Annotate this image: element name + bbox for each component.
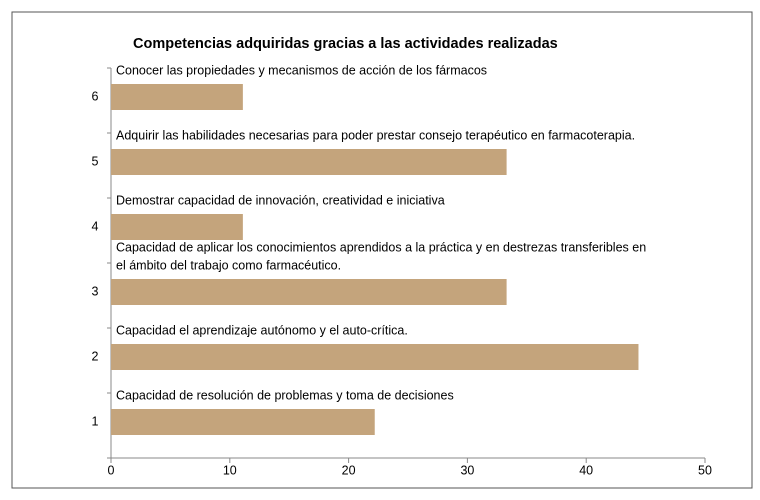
- y-tick-label: 3: [92, 284, 99, 298]
- bar: [111, 279, 507, 305]
- x-tick-label: 40: [579, 463, 593, 477]
- chart-title: Competencias adquiridas gracias a las ac…: [133, 36, 558, 52]
- bar-label: Capacidad el aprendizaje autónomo y el a…: [116, 323, 408, 337]
- y-tick-label: 6: [92, 89, 99, 103]
- y-tick-label: 1: [92, 414, 99, 428]
- bar: [111, 409, 375, 435]
- x-tick-label: 20: [342, 463, 356, 477]
- bar-label: Adquirir las habilidades necesarias para…: [116, 128, 635, 142]
- x-tick-label: 10: [223, 463, 237, 477]
- y-tick-label: 2: [92, 349, 99, 363]
- bar-label: Conocer las propiedades y mecanismos de …: [116, 63, 487, 77]
- y-tick-label: 4: [92, 219, 99, 233]
- bar: [111, 84, 243, 110]
- bar: [111, 344, 639, 370]
- x-tick-label: 50: [698, 463, 712, 477]
- bar: [111, 214, 243, 240]
- bar-label: Demostrar capacidad de innovación, creat…: [116, 193, 445, 207]
- bar: [111, 149, 507, 175]
- bar-label: Capacidad de aplicar los conocimientos a…: [116, 240, 646, 254]
- x-tick-label: 0: [108, 463, 115, 477]
- bar-label: el ámbito del trabajo como farmacéutico.: [116, 258, 341, 272]
- y-tick-label: 5: [92, 154, 99, 168]
- x-tick-label: 30: [460, 463, 474, 477]
- bar-label: Capacidad de resolución de problemas y t…: [116, 388, 454, 402]
